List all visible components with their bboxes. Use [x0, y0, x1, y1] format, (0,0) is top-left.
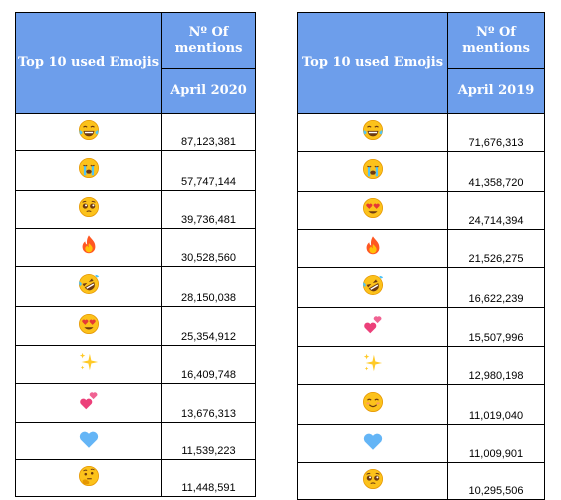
- mentions-count: 10,295,506: [447, 462, 545, 500]
- header-month: April 2019: [447, 68, 545, 114]
- table-row: 39,736,481: [15, 190, 256, 229]
- mentions-count: 11,009,901: [447, 424, 545, 463]
- table-row: 28,150,038: [15, 266, 256, 307]
- mentions-count: 13,676,313: [161, 383, 256, 423]
- heart-eyes-icon: [362, 197, 384, 219]
- emoji-cell: [297, 384, 448, 425]
- emoji-cell: [15, 345, 162, 384]
- mentions-count: 16,622,239: [447, 267, 545, 308]
- emoji-cell: [15, 422, 162, 460]
- two-hearts-icon: [78, 390, 100, 412]
- table-row: 13,676,313: [15, 383, 256, 423]
- heart-eyes-icon: [78, 313, 100, 335]
- blue-heart-icon: [78, 428, 100, 450]
- emoji-cell: [297, 191, 448, 230]
- emoji-cell: [297, 229, 448, 268]
- emoji-cell: [297, 151, 448, 192]
- mentions-count: 21,526,275: [447, 229, 545, 268]
- pleading-face-icon: [362, 468, 384, 490]
- mentions-count: 30,528,560: [161, 228, 256, 267]
- table-row: 11,019,040: [297, 384, 545, 425]
- pleading-face-icon: [78, 196, 100, 218]
- emoji-cell: [15, 150, 162, 191]
- mentions-count: 28,150,038: [161, 266, 256, 307]
- thinking-face-icon: [78, 465, 100, 487]
- emoji-cell: [15, 228, 162, 267]
- emoji-cell: [15, 113, 162, 151]
- emoji-table-2020: Top 10 used Emojis Nº Of mentions April …: [15, 11, 256, 497]
- table-row: 57,747,144: [15, 150, 256, 191]
- mentions-count: 15,507,996: [447, 307, 545, 347]
- mentions-count: 11,019,040: [447, 384, 545, 425]
- mentions-count: 25,354,912: [161, 306, 256, 346]
- sparkles-icon: [78, 351, 100, 373]
- rolling-laughing-icon: [362, 274, 384, 296]
- emoji-cell: [297, 113, 448, 152]
- fire-icon: [78, 234, 100, 256]
- table-row: 25,354,912: [15, 306, 256, 346]
- header-mentions: Nº Of mentions: [161, 11, 256, 70]
- mentions-count: 57,747,144: [161, 150, 256, 191]
- blue-heart-icon: [362, 430, 384, 452]
- table-row: 71,676,313: [297, 113, 545, 152]
- table-row: 16,409,748: [15, 345, 256, 384]
- tears-of-joy-icon: [78, 119, 100, 141]
- emoji-cell: [297, 424, 448, 463]
- mentions-count: 71,676,313: [447, 113, 545, 152]
- emoji-cell: [297, 267, 448, 308]
- fire-icon: [362, 235, 384, 257]
- table-row: 16,622,239: [297, 267, 545, 308]
- table-row: 24,714,394: [297, 191, 545, 230]
- table-row: 15,507,996: [297, 307, 545, 347]
- header-month: April 2020: [161, 68, 256, 114]
- table-row: 21,526,275: [297, 229, 545, 268]
- mentions-count: 16,409,748: [161, 345, 256, 384]
- table-row: 11,009,901: [297, 424, 545, 463]
- table-row: 11,539,223: [15, 422, 256, 460]
- table-row: 30,528,560: [15, 228, 256, 267]
- mentions-count: 87,123,381: [161, 113, 256, 151]
- emoji-cell: [297, 346, 448, 385]
- emoji-cell: [15, 190, 162, 229]
- rolling-laughing-icon: [78, 273, 100, 295]
- header-emojis: Top 10 used Emojis: [15, 12, 162, 114]
- table-row: 10,295,506: [297, 462, 545, 500]
- emoji-cell: [15, 266, 162, 307]
- emoji-table-2019: Top 10 used Emojis Nº Of mentions April …: [297, 11, 545, 500]
- table-row: 87,123,381: [15, 113, 256, 151]
- emoji-cell: [297, 462, 448, 500]
- mentions-count: 24,714,394: [447, 191, 545, 230]
- emoji-cell: [15, 306, 162, 346]
- emoji-cell: [15, 383, 162, 423]
- crying-face-icon: [78, 157, 100, 179]
- mentions-count: 12,980,198: [447, 346, 545, 385]
- smiling-face-icon: [362, 391, 384, 413]
- two-hearts-icon: [362, 314, 384, 336]
- emoji-cell: [297, 307, 448, 347]
- header-emojis: Top 10 used Emojis: [297, 12, 448, 114]
- table-row: 41,358,720: [297, 151, 545, 192]
- crying-face-icon: [362, 158, 384, 180]
- mentions-count: 11,539,223: [161, 422, 256, 460]
- mentions-count: 39,736,481: [161, 190, 256, 229]
- sparkles-icon: [362, 352, 384, 374]
- header-mentions: Nº Of mentions: [447, 11, 545, 70]
- tears-of-joy-icon: [362, 119, 384, 141]
- table-row: 12,980,198: [297, 346, 545, 385]
- mentions-count: 41,358,720: [447, 151, 545, 192]
